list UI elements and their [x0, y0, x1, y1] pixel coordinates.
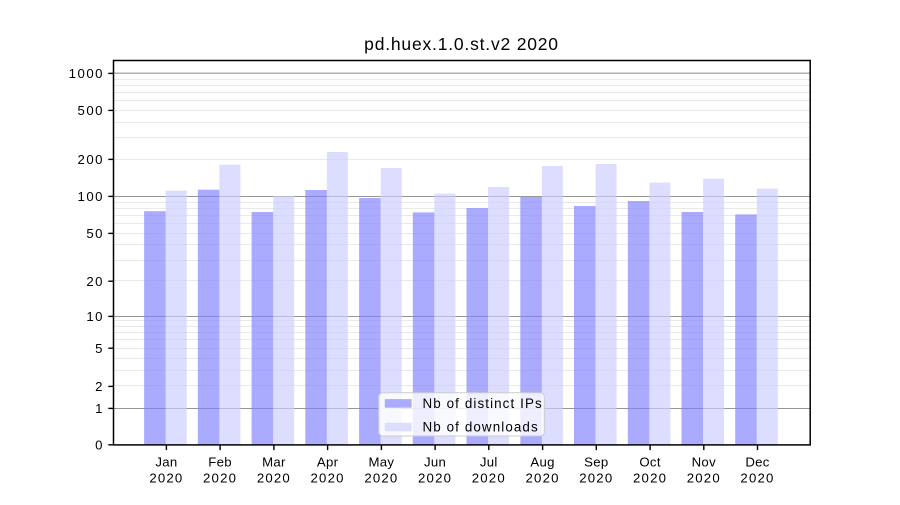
svg-text:Jun: Jun [424, 454, 446, 469]
svg-text:Dec: Dec [745, 454, 769, 469]
svg-text:2020: 2020 [257, 471, 291, 486]
svg-text:pd.huex.1.0.st.v2 2020: pd.huex.1.0.st.v2 2020 [364, 34, 559, 54]
svg-text:Aug: Aug [530, 454, 554, 469]
svg-text:Sep: Sep [584, 454, 608, 469]
svg-text:Apr: Apr [317, 454, 339, 469]
svg-text:2020: 2020 [418, 471, 452, 486]
svg-text:1000: 1000 [69, 66, 104, 81]
svg-text:Feb: Feb [208, 454, 232, 469]
svg-text:100: 100 [77, 189, 104, 204]
svg-text:Nb of downloads: Nb of downloads [423, 420, 539, 435]
svg-text:50: 50 [86, 226, 104, 241]
svg-text:2020: 2020 [687, 471, 721, 486]
svg-text:May: May [368, 454, 394, 469]
svg-text:2020: 2020 [633, 471, 667, 486]
svg-text:200: 200 [77, 152, 104, 167]
svg-text:Oct: Oct [639, 454, 660, 469]
svg-text:2020: 2020 [364, 471, 398, 486]
svg-text:1: 1 [95, 401, 104, 416]
svg-text:2020: 2020 [472, 471, 506, 486]
svg-text:20: 20 [86, 274, 104, 289]
svg-text:500: 500 [77, 103, 104, 118]
svg-text:0: 0 [95, 438, 104, 453]
svg-text:2020: 2020 [740, 471, 774, 486]
svg-text:Nb of distinct IPs: Nb of distinct IPs [423, 396, 543, 411]
svg-text:5: 5 [95, 341, 104, 356]
svg-text:2020: 2020 [311, 471, 345, 486]
svg-text:Mar: Mar [262, 454, 286, 469]
svg-text:2020: 2020 [526, 471, 560, 486]
svg-text:10: 10 [86, 309, 104, 324]
svg-text:Jul: Jul [480, 454, 498, 469]
svg-text:2020: 2020 [579, 471, 613, 486]
svg-text:2020: 2020 [203, 471, 237, 486]
svg-text:Nov: Nov [692, 454, 716, 469]
svg-text:2: 2 [95, 379, 104, 394]
svg-text:Jan: Jan [155, 454, 177, 469]
svg-text:2020: 2020 [149, 471, 183, 486]
